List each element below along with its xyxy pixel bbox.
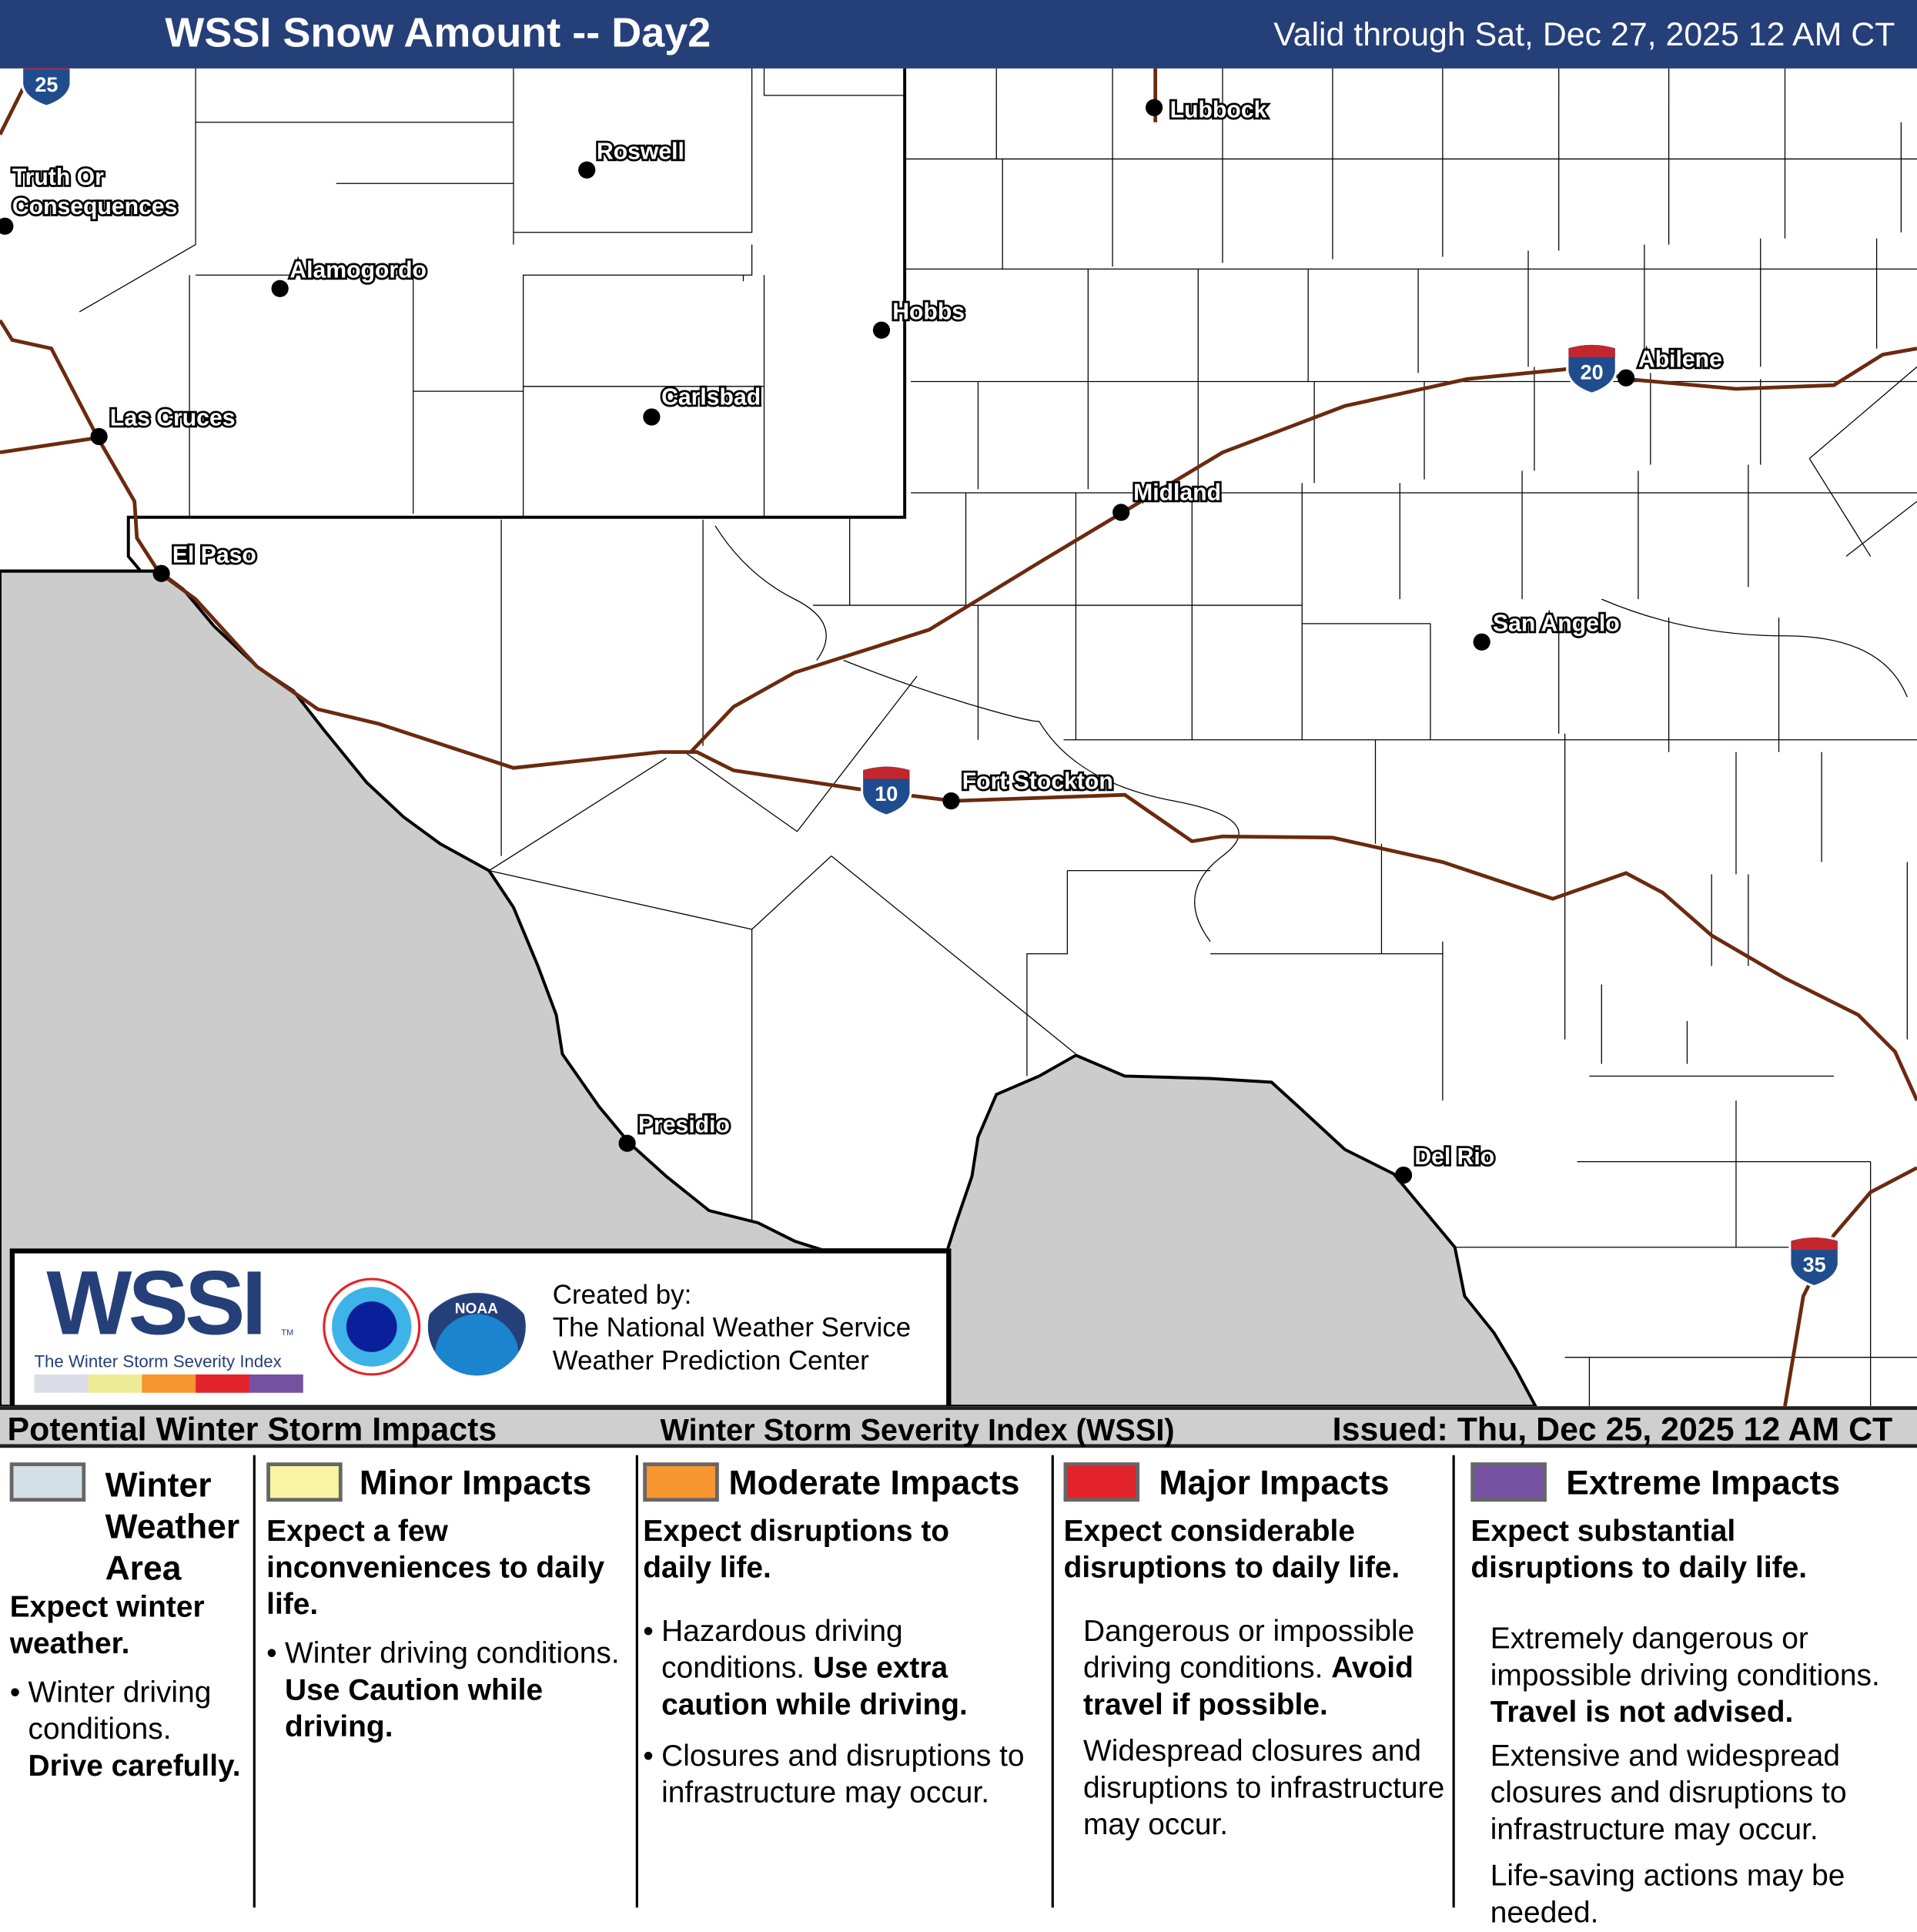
moderate-bullet-2: Closures and disruptions to infrastructu… (643, 1739, 1049, 1812)
legend-major: Major Impacts Expect considerable disrup… (1063, 1462, 1449, 1843)
logo-panel: WSSI TM The Winter Storm Severity Index … (9, 1248, 952, 1410)
minor-swatch (266, 1462, 343, 1502)
state-border-nm-tx (0, 68, 907, 573)
legend-title: Potential Winter Storm Impacts (7, 1411, 497, 1448)
city-dot (1112, 504, 1130, 521)
wssi-logo-subtitle: The Winter Storm Severity Index (34, 1351, 282, 1371)
wssi-logo: WSSI (46, 1252, 266, 1354)
major-text-1: Dangerous or impossible driving conditio… (1082, 1615, 1415, 1686)
noaa-logo: NOAA (427, 1277, 526, 1376)
city-label: Lubbock (1170, 97, 1267, 122)
nws-logo (323, 1277, 421, 1376)
shield-number: 35 (1803, 1254, 1826, 1277)
legend-moderate: Moderate Impacts Expect disruptions to d… (643, 1462, 1049, 1812)
city-label: Del Rio (1414, 1144, 1494, 1170)
city-dot (578, 161, 596, 179)
interstate-shield-icon: 10 (860, 764, 912, 817)
city-dot (643, 408, 661, 426)
winter-bullet-bold: Drive carefully. (28, 1750, 241, 1783)
extreme-text-1-bold: Travel is not advised. (1490, 1696, 1794, 1729)
moderate-lead: Expect disruptions to daily life. (643, 1515, 950, 1585)
city-dot (1394, 1166, 1413, 1184)
moderate-title: Moderate Impacts (728, 1463, 1020, 1502)
legend-winter-weather-area: Winter Weather Area Expect winter weathe… (9, 1462, 252, 1785)
extreme-swatch (1470, 1462, 1547, 1502)
city-label: Las Cruces (110, 406, 236, 431)
city-dot (271, 280, 289, 297)
city-dot (0, 217, 14, 235)
interstate-shield-icon: 25 (20, 68, 72, 108)
extreme-title: Extreme Impacts (1566, 1463, 1841, 1502)
wssi-color-bar (34, 1374, 303, 1393)
city-label: Truth Or (12, 165, 104, 190)
city-label: Presidio (638, 1112, 730, 1137)
winter-bullet: Winter driving conditions. (28, 1676, 212, 1746)
city-dot (1617, 369, 1635, 387)
city-label: Midland (1133, 480, 1221, 505)
major-swatch (1063, 1462, 1140, 1502)
city-label: El Paso (172, 542, 256, 568)
winter-swatch (9, 1462, 86, 1502)
city-dot (90, 427, 108, 446)
noaa-logo-text: NOAA (454, 1300, 498, 1318)
header-bar: WSSI Snow Amount -- Day2 Valid through S… (0, 0, 1917, 69)
city-dot (618, 1134, 636, 1152)
major-text-1-bold: Avoid travel if possible. (1082, 1652, 1413, 1722)
winter-lead: Expect winter weather. (9, 1591, 205, 1661)
created-by-label: Created by: (552, 1279, 692, 1310)
created-by: Created by: The National Weather Service… (553, 1277, 911, 1377)
shield-number: 20 (1581, 360, 1604, 383)
moderate-bullet-1: Hazardous driving conditions. (661, 1615, 903, 1686)
city-dot (1145, 99, 1163, 116)
minor-title: Minor Impacts (359, 1463, 592, 1502)
city-dot (942, 792, 960, 810)
valid-time: Valid through Sat, Dec 27, 2025 12 AM CT (1273, 15, 1895, 53)
minor-bullet: Winter driving conditions. (285, 1637, 620, 1671)
major-title: Major Impacts (1159, 1463, 1390, 1502)
city-dot (152, 564, 170, 582)
legend-minor: Minor Impacts Expect a few inconvenience… (266, 1462, 633, 1746)
moderate-swatch (643, 1462, 719, 1502)
shield-number: 25 (35, 73, 58, 96)
creator-nws: The National Weather Service (552, 1311, 912, 1343)
winter-title-3: Area (105, 1549, 182, 1588)
minor-lead: Expect a few inconveniences to daily lif… (266, 1515, 605, 1622)
major-text-2: Widespread closures and disruptions to i… (1082, 1735, 1445, 1842)
winter-title-1: Winter (105, 1466, 212, 1505)
extreme-text-1: Extremely dangerous or impossible drivin… (1490, 1622, 1880, 1693)
city-label: Alamogordo (289, 257, 427, 283)
extreme-lead: Expect substantial disruptions to daily … (1470, 1515, 1808, 1585)
shield-number: 10 (875, 782, 898, 805)
city-label: Hobbs (892, 299, 965, 324)
map: 25 20 10 35 Lubbock Roswell Truth Or Consequen… (0, 68, 1917, 1407)
interstate-shield-icon: 20 (1566, 342, 1618, 396)
issued-time: Issued: Thu, Dec 25, 2025 12 AM CT (1332, 1411, 1893, 1448)
city-label: Roswell (597, 139, 684, 164)
map-title: WSSI Snow Amount -- Day2 (165, 9, 711, 57)
city-dot (1473, 633, 1490, 651)
city-label: Fort Stockton (962, 768, 1113, 794)
moderate-bullet-1-bold: Use extra caution while driving. (661, 1652, 968, 1722)
legend-extreme: Extreme Impacts Expect substantial disru… (1470, 1462, 1911, 1932)
interstate-shield-icon: 35 (1788, 1234, 1840, 1288)
city-label: Abilene (1638, 347, 1722, 372)
city-dot (872, 321, 891, 339)
city-label: Consequences (12, 194, 178, 219)
winter-title-2: Weather (105, 1508, 240, 1546)
legend-subtitle: Winter Storm Severity Index (WSSI) (660, 1413, 1175, 1448)
extreme-text-2: Extensive and widespread closures and di… (1490, 1739, 1847, 1847)
legend-title-bar: Potential Winter Storm Impacts Winter St… (0, 1406, 1917, 1448)
city-label: Carlsbad (661, 385, 761, 410)
creator-wpc: Weather Prediction Center (552, 1344, 869, 1376)
trademark: TM (281, 1329, 294, 1338)
county-boundaries (79, 68, 1917, 1407)
minor-bullet-bold: Use Caution while driving. (285, 1673, 544, 1744)
extreme-text-3: Life-saving actions may be needed. (1490, 1860, 1845, 1930)
city-label: San Angelo (1493, 611, 1620, 636)
major-lead: Expect considerable disruptions to daily… (1063, 1515, 1400, 1585)
